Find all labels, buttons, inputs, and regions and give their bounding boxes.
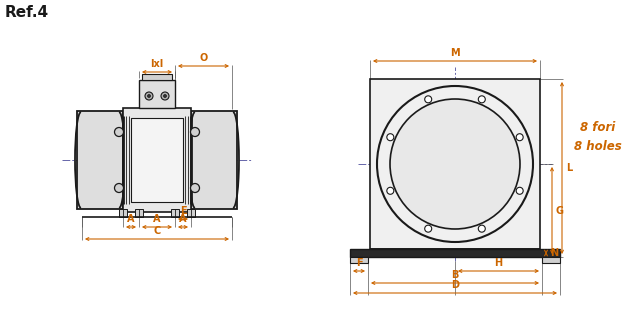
Bar bbox=[142, 74, 172, 80]
Circle shape bbox=[478, 96, 485, 103]
Circle shape bbox=[191, 183, 199, 193]
Bar bbox=[139, 80, 175, 108]
Bar bbox=[171, 209, 179, 217]
Circle shape bbox=[191, 128, 199, 137]
Text: Ref.4: Ref.4 bbox=[5, 5, 49, 20]
Circle shape bbox=[114, 183, 124, 193]
Text: A: A bbox=[153, 214, 161, 224]
Text: N: N bbox=[550, 248, 558, 258]
Circle shape bbox=[387, 187, 394, 194]
Text: 8 fori
8 holes: 8 fori 8 holes bbox=[574, 121, 622, 153]
Text: IxI: IxI bbox=[150, 59, 163, 69]
Bar bbox=[350, 249, 560, 257]
Bar bbox=[370, 79, 540, 249]
Text: M: M bbox=[450, 48, 460, 58]
Text: H: H bbox=[495, 258, 502, 268]
Bar bbox=[77, 111, 123, 209]
Circle shape bbox=[161, 92, 169, 100]
Text: E: E bbox=[180, 206, 186, 216]
Circle shape bbox=[145, 92, 153, 100]
Text: D: D bbox=[451, 280, 459, 290]
Text: A: A bbox=[127, 214, 135, 224]
Text: A: A bbox=[179, 214, 187, 224]
Bar bbox=[119, 209, 127, 217]
Bar bbox=[135, 209, 143, 217]
Bar bbox=[191, 111, 237, 209]
Text: F: F bbox=[356, 258, 362, 268]
Text: O: O bbox=[199, 53, 208, 63]
Circle shape bbox=[148, 95, 151, 97]
Circle shape bbox=[387, 134, 394, 141]
Circle shape bbox=[516, 187, 523, 194]
Text: B: B bbox=[451, 270, 459, 280]
Circle shape bbox=[478, 225, 485, 232]
Bar bbox=[131, 118, 183, 202]
Text: L: L bbox=[566, 163, 572, 173]
Circle shape bbox=[114, 128, 124, 137]
Bar bbox=[123, 108, 191, 212]
Circle shape bbox=[425, 96, 432, 103]
Circle shape bbox=[377, 86, 533, 242]
Bar bbox=[187, 209, 195, 217]
Bar bbox=[542, 257, 560, 263]
Circle shape bbox=[390, 99, 520, 229]
Text: G: G bbox=[556, 206, 564, 216]
Circle shape bbox=[425, 225, 432, 232]
Circle shape bbox=[163, 95, 167, 97]
Bar bbox=[350, 257, 368, 263]
Circle shape bbox=[516, 134, 523, 141]
Text: C: C bbox=[153, 226, 161, 236]
